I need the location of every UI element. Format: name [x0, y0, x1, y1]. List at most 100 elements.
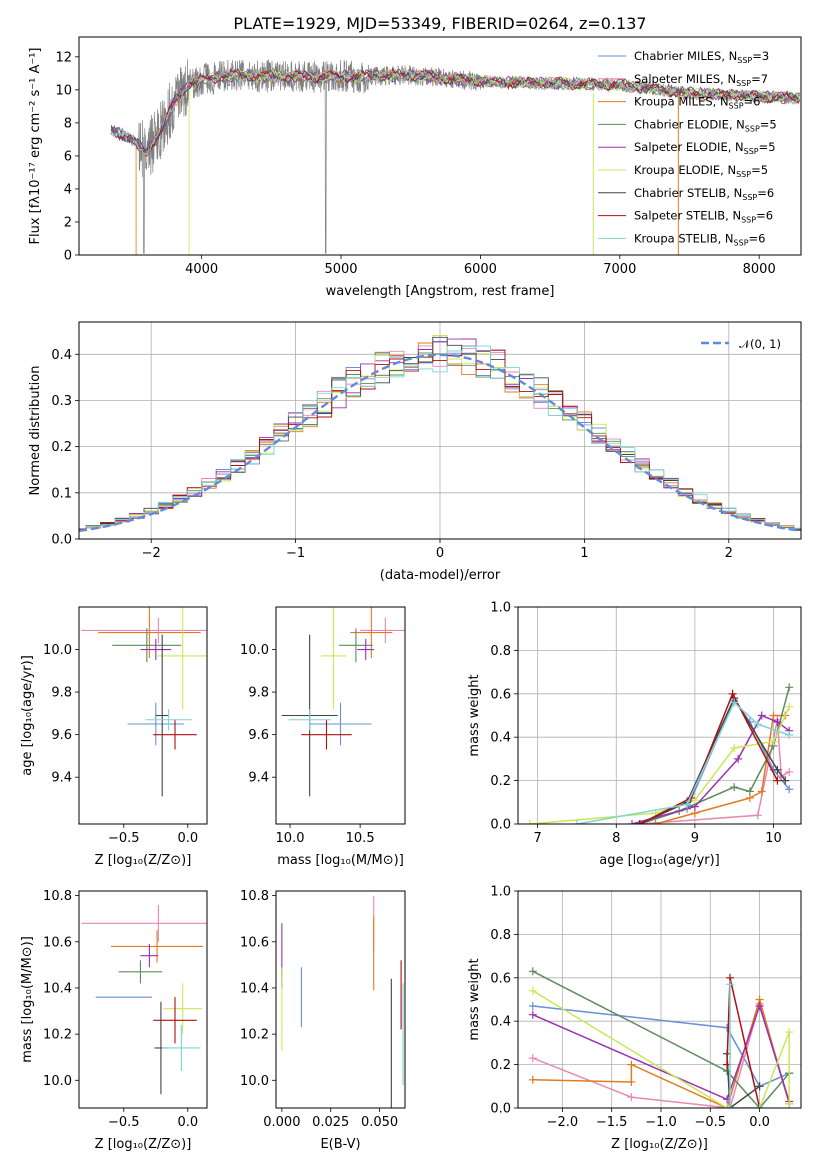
x-axis-label: (data-model)/error	[380, 568, 501, 583]
x-tick-label: −0.5	[108, 1115, 140, 1130]
y-tick-label: 1.0	[490, 885, 511, 900]
y-tick-label: 9.8	[248, 686, 269, 701]
y-tick-label: 6	[64, 149, 72, 164]
y-axis-label: mass weight	[467, 674, 482, 756]
weight-marker	[627, 1093, 636, 1102]
weight-line-7	[639, 691, 779, 824]
y-tick-label: 0.3	[51, 394, 72, 409]
weight-marker	[627, 1077, 636, 1086]
x-tick-label: −1.5	[596, 1115, 628, 1130]
weight-marker	[745, 787, 754, 796]
plot-area-mass-vs-EBV	[281, 895, 404, 1108]
weight-marker	[730, 783, 739, 792]
y-tick-label: 10.8	[240, 889, 269, 904]
weight-marker	[528, 967, 537, 976]
y-tick-label: 10.0	[240, 643, 269, 658]
weight-line-0	[532, 1005, 790, 1088]
weight-marker	[627, 820, 636, 824]
axes-frame	[78, 890, 208, 1109]
y-tick-label: 0.6	[490, 971, 511, 986]
axes-frame	[78, 321, 802, 540]
spectrum-legend: Chabrier MILES, NSSP=3 Salpeter MILES, NS…	[598, 49, 777, 247]
y-tick-label: 10	[55, 83, 72, 98]
y-tick-label: 0.2	[51, 440, 72, 455]
legend-entry: Chabrier ELODIE, NSSP=5	[634, 117, 777, 133]
y-tick-label: 8	[64, 116, 72, 131]
legend-entry: Salpeter MILES, NSSP=7	[634, 72, 768, 88]
x-tick-label: 0.025	[312, 1115, 349, 1130]
x-tick-label: 2	[725, 546, 733, 561]
x-tick-label: 7000	[603, 262, 636, 277]
x-tick-label: 0.0	[177, 831, 198, 846]
y-tick-label: 9.6	[51, 728, 72, 743]
x-tick-label: 9	[691, 831, 699, 846]
y-tick-label: 0.0	[51, 533, 72, 548]
panel-residuals: −2 −1 0 1 2 0.0 0.1 0.2 0.3 0.4 (data-model)/error…	[28, 321, 802, 583]
y-tick-label: 2	[64, 215, 72, 230]
panel-mass-vs-EBV: 0.000 0.025 0.050 10.0 10.2 10.4 10.6 10.8 E(B-V…	[240, 889, 406, 1152]
legend-entry: Chabrier STELIB, NSSP=6	[634, 186, 774, 202]
y-tick-label: 0.1	[51, 486, 72, 501]
x-tick-label: 10	[765, 831, 782, 846]
weight-marker	[528, 1075, 537, 1084]
x-axis-label: mass [log₁₀(M/M⊙)]	[277, 853, 404, 868]
weight-line-5	[532, 990, 790, 1108]
weight-marker	[757, 711, 766, 720]
weight-line-3	[532, 970, 790, 1108]
legend-entry: Chabrier MILES, NSSP=3	[634, 49, 769, 65]
y-tick-label: 0.8	[490, 644, 511, 659]
weight-marker	[726, 980, 735, 989]
y-tick-label: 0.4	[490, 1015, 511, 1030]
axes-frame	[275, 890, 406, 1109]
weight-marker	[755, 1002, 764, 1011]
weight-marker	[525, 820, 534, 824]
weight-marker	[730, 698, 739, 707]
x-tick-label: 0	[436, 546, 444, 561]
panel-mass-vs-Z: −0.5 0.0 10.0 10.2 10.4 10.6 10.8 Z [log₁₀(Z/Z⊙…	[20, 889, 208, 1152]
x-tick-label: −1.0	[645, 1115, 677, 1130]
x-tick-label: 0.050	[361, 1115, 398, 1130]
x-tick-label: 0.0	[177, 1115, 198, 1130]
y-tick-label: 12	[55, 50, 72, 65]
weight-marker	[785, 702, 794, 711]
model-spectrum-8	[110, 68, 800, 156]
plot-area-age-vs-Z	[81, 607, 207, 797]
weight-marker	[785, 683, 794, 692]
y-tick-label: 0.6	[490, 687, 511, 702]
y-tick-label: 10.6	[240, 935, 269, 950]
x-tick-label: 1	[580, 546, 588, 561]
y-tick-label: 10.8	[43, 889, 72, 904]
x-tick-label: −2	[142, 546, 161, 561]
y-tick-label: 10.0	[43, 1074, 72, 1089]
weight-marker	[753, 720, 762, 729]
x-tick-label: 10.5	[346, 831, 375, 846]
y-tick-label: 10.6	[43, 935, 72, 950]
panel-age-vs-Z: −0.5 0.0 9.4 9.6 9.8 10.0 Z [log₁₀(Z/Z⊙)] age […	[20, 606, 208, 868]
legend-entry: Salpeter STELIB, NSSP=6	[634, 209, 773, 225]
y-axis-label: mass weight	[467, 958, 482, 1040]
weight-line-4	[532, 1003, 790, 1102]
x-tick-label: 7	[534, 831, 542, 846]
weight-marker	[728, 689, 737, 698]
legend-entry: Kroupa ELODIE, NSSP=5	[634, 163, 768, 179]
plot-area-mass-vs-Z	[81, 904, 207, 1095]
weight-marker	[528, 1054, 537, 1063]
weight-marker	[753, 811, 762, 820]
x-tick-label: 4000	[185, 262, 218, 277]
weight-marker	[785, 1099, 794, 1108]
weight-marker	[723, 1104, 732, 1108]
y-tick-label: 10.2	[43, 1028, 72, 1043]
weight-marker	[528, 986, 537, 995]
weight-marker	[755, 1082, 764, 1091]
weight-marker	[773, 776, 782, 785]
weight-marker	[785, 731, 794, 740]
y-tick-label: 9.4	[51, 771, 72, 786]
x-axis-label: E(B-V)	[320, 1137, 360, 1152]
x-tick-label: 8	[612, 831, 620, 846]
y-tick-label: 0.0	[490, 1102, 511, 1117]
x-tick-label: 10.0	[276, 831, 305, 846]
x-tick-label: −1	[286, 546, 305, 561]
model-spectrum-6	[110, 68, 800, 153]
y-tick-label: 0.4	[490, 731, 511, 746]
